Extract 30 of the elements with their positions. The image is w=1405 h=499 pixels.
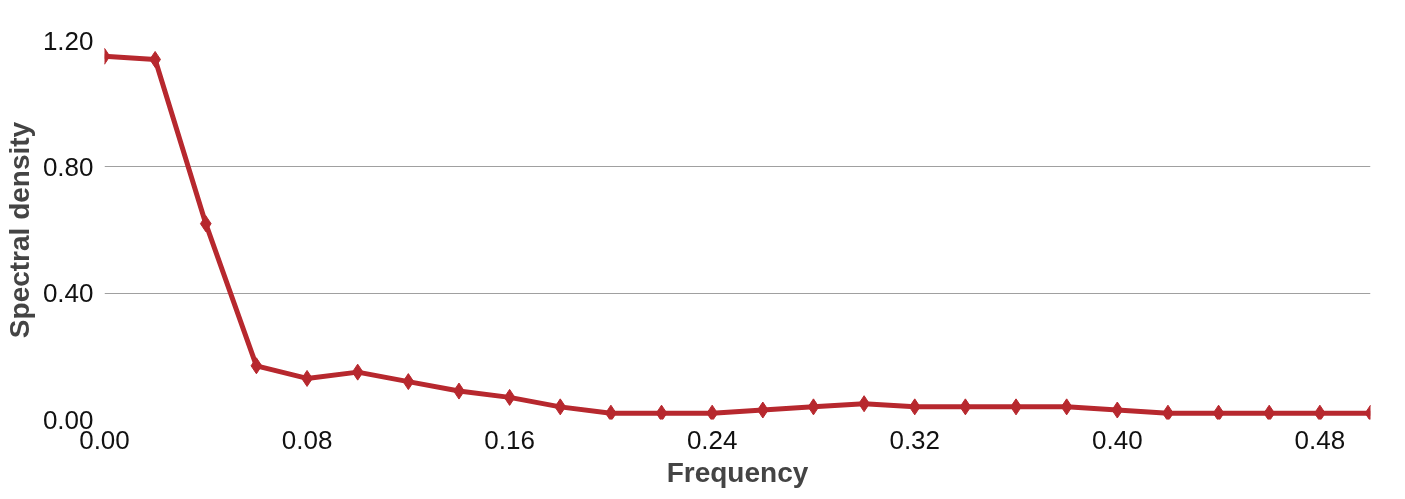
point <box>503 388 516 406</box>
point <box>351 363 364 381</box>
x-tick-label: 0.16 <box>484 424 535 455</box>
point <box>1314 404 1326 420</box>
point <box>807 398 820 416</box>
x-tick-label: 0.32 <box>889 424 941 455</box>
point <box>1162 404 1174 420</box>
point <box>1060 398 1073 416</box>
point <box>655 404 668 420</box>
x-tick-label: 0.24 <box>686 424 738 455</box>
point <box>402 373 415 391</box>
point <box>959 398 972 416</box>
y-tick-label: 1.20 <box>42 25 94 56</box>
point <box>908 398 921 416</box>
x-axis-title: Frequency <box>666 456 809 488</box>
x-tick-label: 0.48 <box>1294 424 1346 455</box>
y-tick-label: 0.40 <box>42 278 94 309</box>
x-tick-label: 0.08 <box>281 424 333 455</box>
y-axis-title: Spectral density <box>3 121 35 339</box>
point <box>1263 404 1276 420</box>
point <box>756 401 769 419</box>
point <box>1111 401 1124 419</box>
point <box>605 404 617 420</box>
point <box>250 357 263 375</box>
point <box>554 398 567 416</box>
point <box>706 404 719 420</box>
point <box>1212 404 1225 420</box>
point <box>199 215 212 233</box>
y-tick-label: 0.80 <box>42 151 94 182</box>
x-tick-label: 0.40 <box>1092 424 1143 455</box>
